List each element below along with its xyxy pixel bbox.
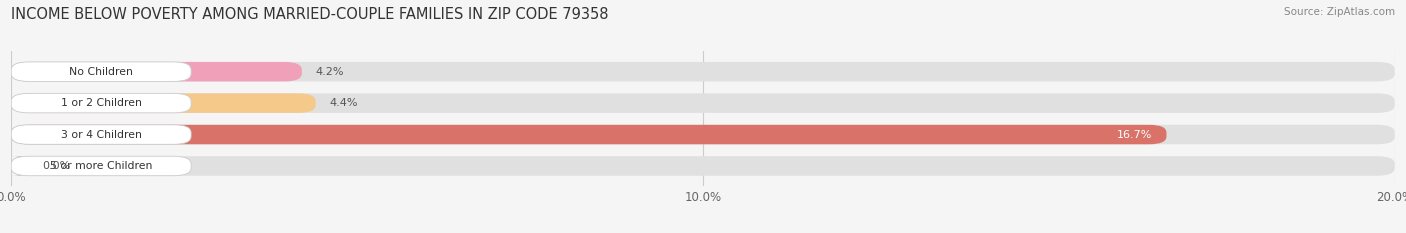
FancyBboxPatch shape — [11, 125, 1167, 144]
Text: 4.4%: 4.4% — [329, 98, 359, 108]
Text: 5 or more Children: 5 or more Children — [51, 161, 152, 171]
Text: 3 or 4 Children: 3 or 4 Children — [60, 130, 142, 140]
FancyBboxPatch shape — [11, 125, 191, 144]
FancyBboxPatch shape — [11, 62, 302, 81]
FancyBboxPatch shape — [11, 93, 1395, 113]
Text: 1 or 2 Children: 1 or 2 Children — [60, 98, 142, 108]
Text: No Children: No Children — [69, 67, 134, 77]
Text: 0.0%: 0.0% — [42, 161, 70, 171]
FancyBboxPatch shape — [11, 156, 28, 176]
FancyBboxPatch shape — [11, 125, 1395, 144]
FancyBboxPatch shape — [11, 156, 1395, 176]
FancyBboxPatch shape — [11, 62, 1395, 81]
Text: 16.7%: 16.7% — [1118, 130, 1153, 140]
FancyBboxPatch shape — [11, 93, 191, 113]
FancyBboxPatch shape — [11, 156, 191, 176]
Text: 4.2%: 4.2% — [315, 67, 344, 77]
FancyBboxPatch shape — [11, 93, 315, 113]
FancyBboxPatch shape — [11, 62, 191, 81]
Text: INCOME BELOW POVERTY AMONG MARRIED-COUPLE FAMILIES IN ZIP CODE 79358: INCOME BELOW POVERTY AMONG MARRIED-COUPL… — [11, 7, 609, 22]
Text: Source: ZipAtlas.com: Source: ZipAtlas.com — [1284, 7, 1395, 17]
